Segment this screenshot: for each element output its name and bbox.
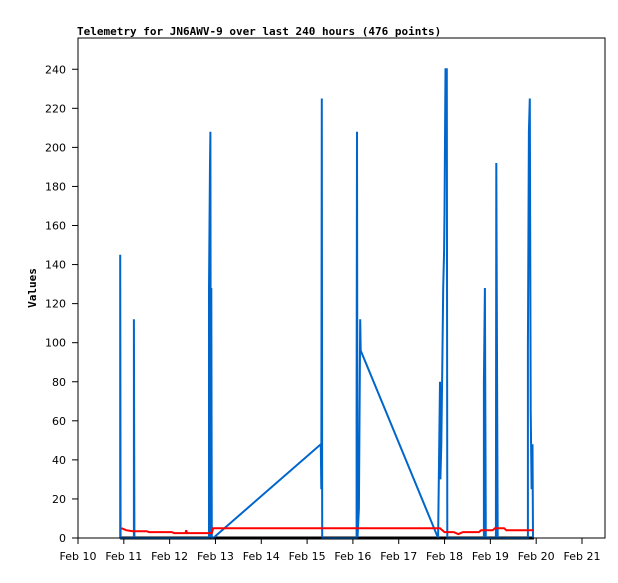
y-tick-label: 240: [45, 63, 66, 76]
series-line-blue: [119, 68, 534, 539]
x-tick-label: Feb 20: [518, 550, 555, 563]
x-tick-label: Feb 17: [380, 550, 417, 563]
x-tick-label: Feb 18: [426, 550, 463, 563]
plot-frame: [77, 37, 606, 539]
x-tick-label: Feb 15: [289, 550, 326, 563]
y-tick-label: 180: [45, 180, 66, 193]
y-tick-label: 0: [59, 532, 66, 545]
x-tick-label: Feb 14: [243, 550, 280, 563]
y-axis-label: Values: [26, 268, 39, 308]
x-tick-label: Feb 11: [105, 550, 142, 563]
y-tick-label: 140: [45, 259, 66, 272]
x-tick-label: Feb 21: [564, 550, 601, 563]
y-tick-label: 120: [45, 298, 66, 311]
y-tick-label: 220: [45, 102, 66, 115]
y-tick-label: 80: [52, 376, 66, 389]
y-tick-label: 200: [45, 141, 66, 154]
x-tick-label: Feb 12: [151, 550, 188, 563]
y-tick-label: 40: [52, 454, 66, 467]
y-tick-label: 160: [45, 220, 66, 233]
y-tick-label: 100: [45, 337, 66, 350]
y-tick-label: 20: [52, 493, 66, 506]
x-tick-label: Feb 13: [197, 550, 234, 563]
x-tick-label: Feb 16: [334, 550, 371, 563]
series-line-red: [121, 527, 534, 536]
x-tick-label: Feb 19: [472, 550, 509, 563]
chart-title: Telemetry for JN6AWV-9 over last 240 hou…: [77, 25, 441, 38]
x-tick-label: Feb 10: [60, 550, 97, 563]
y-tick-label: 60: [52, 415, 66, 428]
